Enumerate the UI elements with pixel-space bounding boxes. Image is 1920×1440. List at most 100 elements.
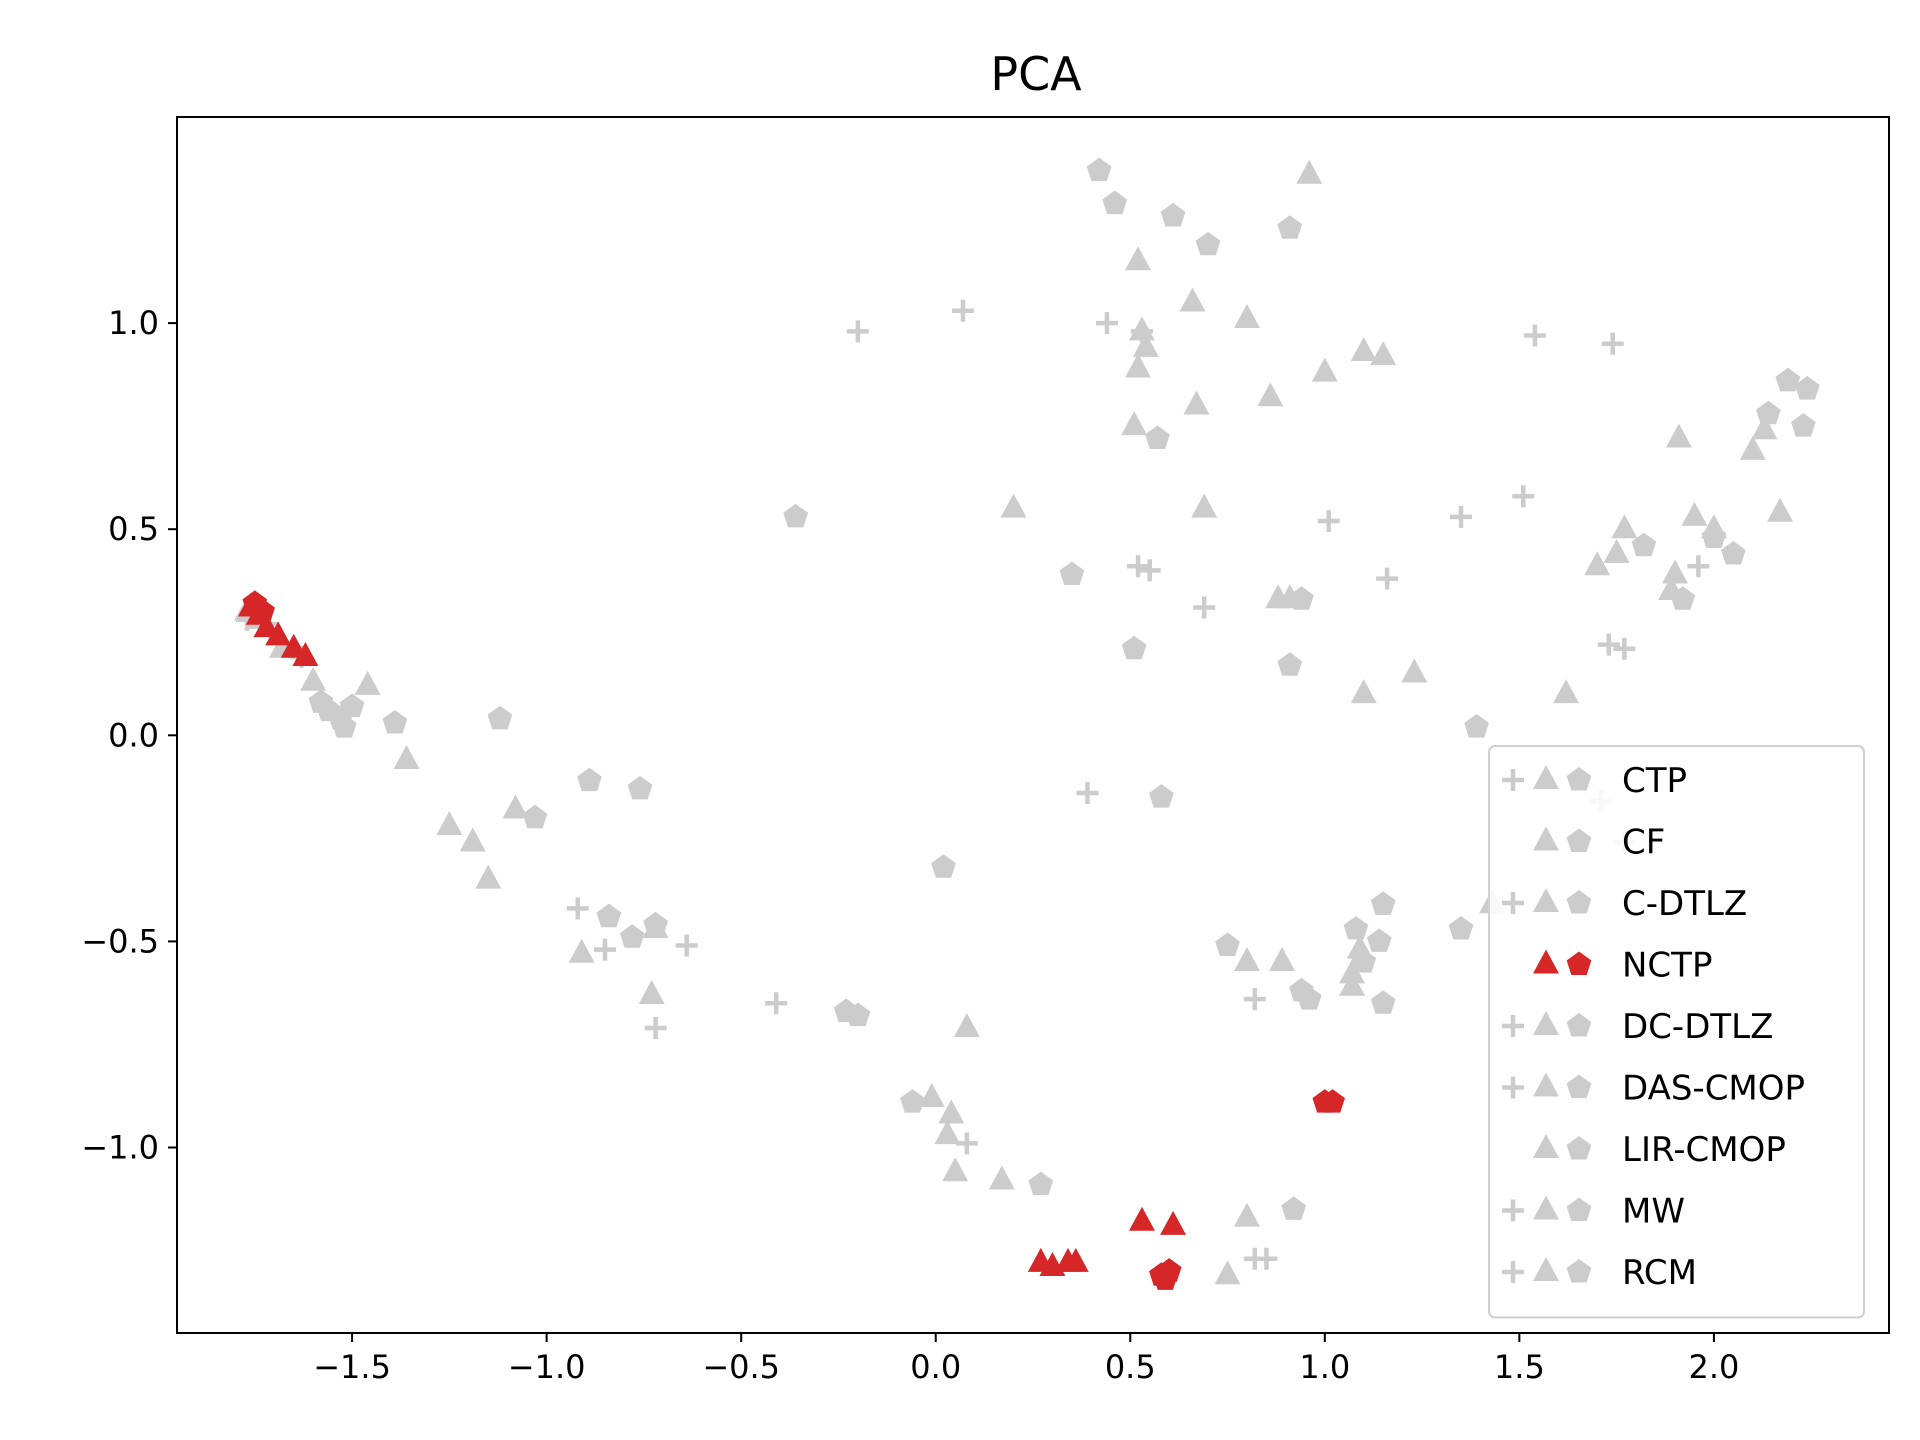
data-point-pentagon [1102,190,1128,215]
data-point-pentagon [1121,635,1147,660]
data-point-plus [1601,332,1624,355]
data-point-triangle [436,810,463,835]
data-point-triangle [1611,514,1638,539]
data-point-triangle [1276,584,1303,609]
data-point-pentagon [619,924,645,948]
data-point-triangle [354,670,381,695]
x-tick-label: 0.0 [910,1348,961,1386]
legend-marker-plus [1502,1015,1524,1037]
data-point-pentagon [577,767,602,792]
legend: CTP CF C-DTLZ NCTP DC-DTLZ DAS-CMOP LIR-CMOP MW… [1488,745,1865,1319]
legend-label: CF [1622,823,1665,863]
legend-entry: NCTP [1533,946,1712,986]
data-point-pentagon [1195,231,1221,256]
data-point-pentagon [1370,891,1396,915]
legend-marker-plus [1502,1199,1524,1222]
x-axis: −1.5 −1.0 −0.5 0.0 0.5 1.0 1.5 2.0 [313,1333,1739,1386]
data-point-triangle [918,1083,945,1108]
data-point-pentagon [331,714,357,738]
data-point-pentagon [1277,652,1303,676]
data-point-triangle [1339,971,1366,996]
data-point-pentagon [1794,376,1820,400]
data-point-plus [1255,1247,1278,1270]
legend-marker-triangle [1533,888,1559,912]
data-point-triangle [1234,1202,1260,1227]
legend-marker-triangle [1533,1072,1559,1097]
data-point-plus [1095,312,1118,335]
data-point-triangle [1370,341,1397,366]
data-point-triangle [1662,559,1688,584]
data-point-triangle [1665,423,1692,448]
legend-marker-triangle [1533,1257,1559,1281]
data-point-triangle [393,745,420,770]
data-point-pentagon [1296,986,1322,1010]
y-axis: −1.0 −0.5 0.0 0.5 1.0 [81,304,177,1167]
data-point-pentagon [1448,916,1474,940]
data-point-pentagon [1756,400,1781,425]
legend-marker-pentagon [1566,951,1592,976]
data-point-plus [1376,567,1399,590]
legend-entry: DAS-CMOP [1502,1069,1805,1109]
data-point-plus [951,299,974,322]
data-point-pentagon [487,705,513,730]
data-point-pentagon [522,804,548,829]
data-point-plus [675,934,698,957]
data-point-triangle [1214,1260,1241,1285]
legend-marker-triangle [1533,1011,1559,1035]
data-point-triangle [1132,332,1159,357]
data-point-pentagon [382,709,408,734]
data-point-pentagon [339,693,365,717]
y-tick-label: −1.0 [81,1129,159,1167]
legend-marker-triangle [1533,1195,1559,1220]
legend-marker-triangle [1533,1134,1559,1158]
data-point-triangle [1346,934,1373,959]
data-point-pentagon [1215,932,1240,957]
data-point-pentagon [783,503,809,528]
legend-marker-pentagon [1566,1013,1592,1037]
data-point-triangle [300,666,327,691]
data-point-pentagon [1370,990,1396,1014]
data-point-triangle [1257,382,1284,407]
data-point-triangle [1191,493,1218,518]
plot-frame [176,116,1890,1334]
data-point-pentagon [1160,202,1186,227]
legend-label: LIR-CMOP [1622,1130,1786,1170]
data-point-pentagon [1366,928,1392,952]
data-point-pentagon [1145,425,1170,450]
legend-label: DC-DTLZ [1622,1007,1773,1047]
legend-marker-pentagon [1566,767,1592,791]
data-point-triangle [638,979,665,1004]
data-point-triangle [1160,1210,1187,1235]
data-point-plus [1076,782,1099,805]
legend-marker-plus [1502,1261,1524,1283]
legend-entry: DC-DTLZ [1502,1007,1773,1047]
legend-marker-triangle [1533,765,1559,789]
data-point-triangle [1125,246,1152,271]
legend-entry: CTP [1502,761,1687,801]
y-tick-label: 1.0 [108,304,159,342]
data-point-plus [1523,324,1546,347]
data-point-plus [1193,596,1216,619]
legend-entry: RCM [1502,1253,1697,1293]
data-point-pentagon [900,1089,925,1113]
legend-entry: LIR-CMOP [1533,1130,1786,1170]
data-point-plus [1127,555,1150,578]
data-point-triangle [1000,493,1027,518]
x-tick-label: 0.5 [1105,1348,1156,1386]
legend-label: NCTP [1622,946,1712,986]
data-point-triangle [1121,411,1148,436]
data-point-triangle [292,641,319,666]
data-point-plus [846,320,869,343]
x-tick-label: 1.5 [1494,1348,1545,1386]
data-point-triangle [988,1165,1015,1190]
data-point-triangle [1658,576,1685,601]
y-tick-label: 0.5 [108,510,159,548]
data-point-triangle [1751,415,1778,440]
data-point-triangle [642,914,669,939]
data-point-pentagon [1721,540,1746,565]
legend-marker-pentagon [1566,1197,1592,1222]
data-point-triangle [1553,679,1580,704]
data-point-triangle [475,864,502,889]
data-point-triangle [1062,1247,1089,1272]
